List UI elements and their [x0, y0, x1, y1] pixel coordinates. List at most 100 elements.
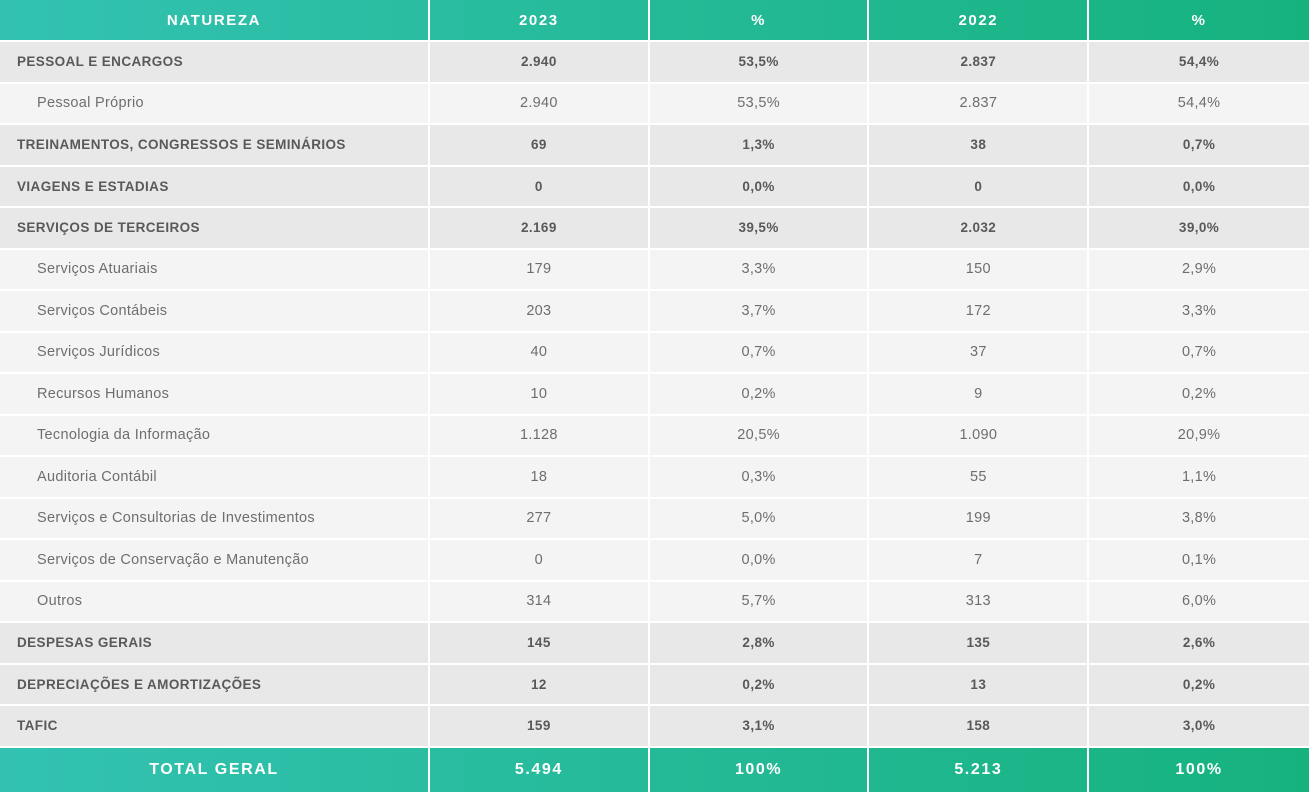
- total-label: TOTAL GERAL: [0, 747, 430, 792]
- row-value-2023: 69: [430, 125, 650, 165]
- row-pct-2022: 54,4%: [1177, 95, 1221, 112]
- row-value-2022: 7: [869, 540, 1090, 580]
- row-value-2023: 0: [430, 540, 650, 580]
- row-value-2023: 277: [430, 498, 650, 538]
- table-row: SERVIÇOS DE TERCEIROS 2.169 39,5% 2.032 …: [0, 208, 1309, 250]
- row-value-2023: 0: [430, 166, 650, 206]
- row-value-2022: 13: [869, 664, 1090, 704]
- row-pct-2023: 0,0%: [650, 540, 870, 580]
- table-row: TREINAMENTOS, CONGRESSOS E SEMINÁRIOS 69…: [0, 125, 1309, 167]
- row-pct-2023: 2,8%: [650, 623, 870, 663]
- row-value-2022: 199: [869, 498, 1090, 538]
- row-label: DESPESAS GERAIS: [0, 623, 430, 663]
- table-row: Serviços de Conservação e Manutenção 0 0…: [0, 540, 1309, 582]
- row-pct-2022: 1,1%: [1181, 468, 1217, 485]
- column-header-pct-2023: %: [650, 0, 870, 40]
- table-row: DEPRECIAÇÕES E AMORTIZAÇÕES 12 0,2% 13 0…: [0, 664, 1309, 706]
- row-value-2022: 2.032: [869, 208, 1090, 248]
- row-pct-2022: 0,0%: [1182, 178, 1216, 194]
- row-label: Serviços Atuariais: [0, 249, 430, 289]
- row-label: TREINAMENTOS, CONGRESSOS E SEMINÁRIOS: [0, 125, 430, 165]
- row-pct-2022: 6,0%: [1181, 593, 1217, 610]
- row-pct-2022: 0,7%: [1181, 344, 1217, 361]
- row-value-2023: 179: [430, 249, 650, 289]
- row-label: Pessoal Próprio: [0, 83, 430, 123]
- column-header-natureza: NATUREZA: [0, 0, 430, 40]
- row-label: Serviços Jurídicos: [0, 332, 430, 372]
- column-header-pct-2022: %: [1191, 11, 1207, 29]
- row-label: Outros: [0, 581, 430, 621]
- table-row: PESSOAL E ENCARGOS 2.940 53,5% 2.837 54,…: [0, 42, 1309, 84]
- table-row: Tecnologia da Informação 1.128 20,5% 1.0…: [0, 415, 1309, 457]
- row-pct-2023: 0,3%: [650, 457, 870, 497]
- row-value-2022: 172: [869, 291, 1090, 331]
- row-value-2022: 38: [869, 125, 1090, 165]
- row-pct-2022: 3,0%: [1182, 718, 1216, 734]
- table-row: DESPESAS GERAIS 145 2,8% 135 2,6%: [0, 623, 1309, 665]
- row-pct-2022: 2,9%: [1181, 261, 1217, 278]
- table-row: Serviços Jurídicos 40 0,7% 37 0,7%: [0, 332, 1309, 374]
- table-row: Recursos Humanos 10 0,2% 9 0,2%: [0, 374, 1309, 416]
- row-label: Serviços e Consultorias de Investimentos: [0, 498, 430, 538]
- row-pct-2023: 5,7%: [650, 581, 870, 621]
- row-pct-2023: 0,7%: [650, 332, 870, 372]
- row-label: Serviços de Conservação e Manutenção: [0, 540, 430, 580]
- row-value-2022: 0: [869, 166, 1090, 206]
- column-header-2023: 2023: [430, 0, 650, 40]
- row-pct-2023: 3,1%: [650, 706, 870, 746]
- row-value-2022: 313: [869, 581, 1090, 621]
- row-pct-2022: 3,8%: [1181, 510, 1217, 527]
- row-value-2023: 2.940: [430, 42, 650, 82]
- total-value-2023: 5.494: [430, 747, 650, 792]
- table-header-row: NATUREZA 2023 % 2022 %: [0, 0, 1309, 42]
- row-pct-2023: 0,0%: [650, 166, 870, 206]
- row-value-2023: 40: [430, 332, 650, 372]
- row-pct-2023: 53,5%: [650, 83, 870, 123]
- total-pct-2023: 100%: [650, 747, 870, 792]
- row-pct-2023: 0,2%: [650, 664, 870, 704]
- table-row: Serviços Atuariais 179 3,3% 150 2,9%: [0, 249, 1309, 291]
- row-value-2023: 2.169: [430, 208, 650, 248]
- total-pct-2022: 100%: [1175, 760, 1223, 778]
- row-value-2023: 2.940: [430, 83, 650, 123]
- row-pct-2023: 20,5%: [650, 415, 870, 455]
- row-label: Auditoria Contábil: [0, 457, 430, 497]
- table-row: Serviços e Consultorias de Investimentos…: [0, 498, 1309, 540]
- row-value-2023: 159: [430, 706, 650, 746]
- row-pct-2023: 3,7%: [650, 291, 870, 331]
- total-value-2022: 5.213: [869, 747, 1090, 792]
- row-pct-2022: 0,2%: [1182, 676, 1216, 692]
- row-label: Serviços Contábeis: [0, 291, 430, 331]
- row-value-2022: 150: [869, 249, 1090, 289]
- row-pct-2022: 3,3%: [1181, 302, 1217, 319]
- row-pct-2022: 0,2%: [1181, 385, 1217, 402]
- row-value-2022: 2.837: [869, 83, 1090, 123]
- row-label: PESSOAL E ENCARGOS: [0, 42, 430, 82]
- row-value-2022: 2.837: [869, 42, 1090, 82]
- row-value-2023: 1.128: [430, 415, 650, 455]
- column-header-2022: 2022: [869, 0, 1090, 40]
- row-pct-2023: 39,5%: [650, 208, 870, 248]
- row-pct-2022: 20,9%: [1177, 427, 1221, 444]
- row-pct-2023: 0,2%: [650, 374, 870, 414]
- row-pct-2022: 54,4%: [1178, 54, 1220, 70]
- row-label: Recursos Humanos: [0, 374, 430, 414]
- row-value-2022: 37: [869, 332, 1090, 372]
- row-value-2022: 55: [869, 457, 1090, 497]
- row-value-2022: 158: [869, 706, 1090, 746]
- row-pct-2023: 1,3%: [650, 125, 870, 165]
- row-label: TAFIC: [0, 706, 430, 746]
- table-row: Auditoria Contábil 18 0,3% 55 1,1%: [0, 457, 1309, 499]
- row-label: Tecnologia da Informação: [0, 415, 430, 455]
- row-pct-2022: 2,6%: [1182, 635, 1216, 651]
- row-pct-2022: 39,0%: [1178, 220, 1220, 236]
- row-value-2023: 18: [430, 457, 650, 497]
- row-value-2022: 9: [869, 374, 1090, 414]
- row-value-2022: 1.090: [869, 415, 1090, 455]
- row-value-2022: 135: [869, 623, 1090, 663]
- table-total-row: TOTAL GERAL 5.494 100% 5.213 100%: [0, 747, 1309, 792]
- table-row: TAFIC 159 3,1% 158 3,0%: [0, 706, 1309, 748]
- row-pct-2022: 0,1%: [1181, 551, 1217, 568]
- row-pct-2023: 5,0%: [650, 498, 870, 538]
